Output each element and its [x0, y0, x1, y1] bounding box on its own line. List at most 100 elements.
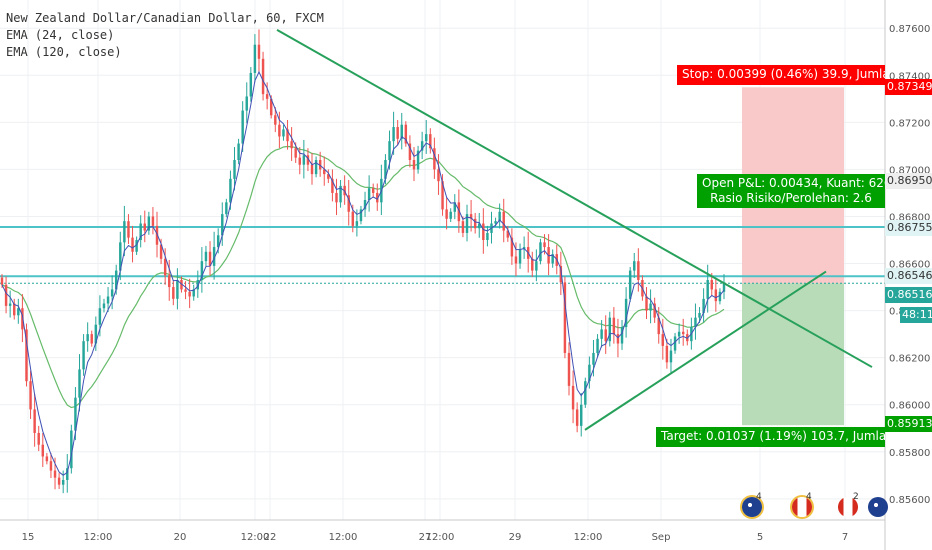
candle-body — [412, 160, 416, 170]
stop-box[interactable]: Stop: 0.00399 (0.46%) 39.9, Jumlah: — [677, 65, 885, 85]
flag-count-badge: 2 — [853, 492, 859, 502]
candle-body — [294, 148, 297, 158]
trendlines[interactable] — [276, 29, 873, 431]
candle-body — [78, 369, 81, 398]
candle-body — [274, 115, 277, 125]
candle-body — [359, 209, 363, 222]
candle-body — [114, 270, 118, 290]
candle-body — [653, 303, 656, 318]
candle-body — [94, 324, 98, 344]
candle-body — [510, 237, 514, 257]
ema-120-layer — [1, 145, 725, 409]
candle-body — [478, 223, 481, 229]
candle-body — [327, 174, 330, 179]
candle-body — [355, 221, 359, 226]
candle-body — [367, 188, 371, 200]
risk-reward-zones — [742, 87, 844, 426]
candle-body — [633, 261, 636, 271]
candle-body — [449, 211, 452, 219]
candle-body — [604, 329, 607, 342]
candle-body — [282, 129, 285, 137]
candle-body — [420, 141, 424, 151]
x-tick-label: 22 — [264, 532, 277, 543]
candle-body — [131, 237, 134, 252]
descending-trendline — [276, 29, 873, 368]
y-tick-label: 0.87400 — [889, 71, 930, 82]
candle-body — [208, 251, 212, 266]
symbol-title: New Zealand Dollar/Canadian Dollar, 60, … — [6, 11, 324, 25]
candle-body — [677, 331, 681, 337]
x-tick-label: 12:00 — [241, 532, 270, 543]
candle-body — [229, 178, 232, 203]
candle-body — [139, 223, 142, 240]
open-pnl-box[interactable]: Open P&L: 0.00434, Kuant: 62656 Rasio Ri… — [697, 174, 885, 208]
x-tick-label: 7 — [842, 532, 848, 543]
candle-body — [567, 352, 571, 386]
candle-body — [575, 409, 579, 426]
y-tick-label: 0.86800 — [889, 212, 930, 223]
candle-body — [86, 334, 89, 342]
candle-body — [184, 289, 187, 292]
candle-body — [694, 317, 697, 328]
candle-body — [225, 202, 228, 215]
candle-body — [249, 72, 253, 97]
candle-body — [159, 244, 163, 259]
candle-body — [486, 232, 489, 240]
candle-body — [539, 242, 542, 262]
target-box[interactable]: Target: 0.01037 (1.19%) 103.7, Jumlah: — [656, 427, 885, 447]
x-tick-label: 29 — [509, 532, 522, 543]
candle-body — [70, 430, 73, 469]
candle-body — [66, 468, 69, 480]
ca-flag-icon[interactable] — [792, 497, 812, 517]
candle-body — [216, 235, 220, 248]
x-tick-label: 27 — [419, 532, 432, 543]
candle-body — [45, 456, 49, 462]
ema-120-line — [1, 145, 725, 409]
candle-body — [433, 148, 436, 170]
candle-body — [163, 258, 167, 276]
candle-body — [620, 327, 624, 344]
candle-body — [371, 188, 375, 193]
nz-flag-icon[interactable] — [742, 497, 762, 517]
candle-body — [278, 124, 281, 137]
candle-body — [298, 157, 301, 165]
candle-body — [624, 298, 628, 328]
x-tick-label: 12:00 — [329, 532, 358, 543]
chart-legend: New Zealand Dollar/Canadian Dollar, 60, … — [6, 10, 324, 61]
candle-body — [616, 334, 620, 344]
stop-price-tag: 0.87349 — [885, 79, 932, 95]
candle-body — [608, 317, 612, 342]
candle-body — [82, 341, 85, 370]
y-tick-label: 0.87000 — [889, 165, 930, 176]
nz-flag-icon[interactable] — [868, 497, 888, 517]
ca-flag-icon[interactable] — [838, 497, 858, 517]
candle-body — [253, 44, 257, 73]
candle-body — [661, 334, 665, 346]
candle-body — [176, 280, 179, 299]
candle-body — [710, 280, 713, 290]
candle-body — [543, 242, 546, 248]
candle-body — [514, 256, 518, 264]
candle-body — [13, 303, 16, 316]
y-tick-label: 0.85800 — [889, 448, 930, 459]
candle-body — [698, 312, 701, 318]
ema-24-label: EMA (24, close) — [6, 28, 115, 42]
candle-body — [8, 303, 12, 306]
x-tick-label: 15 — [22, 532, 35, 543]
candle-body — [188, 291, 191, 297]
candle-body — [269, 98, 273, 116]
candle-body — [4, 284, 8, 306]
horizontal-levels — [0, 226, 885, 284]
x-tick-label: 12:00 — [426, 532, 455, 543]
candle-body — [143, 223, 146, 231]
candle-body — [180, 280, 183, 290]
y-tick-label: 0.86200 — [889, 354, 930, 365]
ema-24-layer — [1, 70, 725, 476]
candle-body — [584, 381, 587, 405]
candle-body — [90, 334, 93, 344]
candle-body — [74, 397, 77, 431]
candle-body — [518, 249, 522, 264]
candle-body — [388, 141, 391, 160]
candle-body — [453, 202, 457, 212]
